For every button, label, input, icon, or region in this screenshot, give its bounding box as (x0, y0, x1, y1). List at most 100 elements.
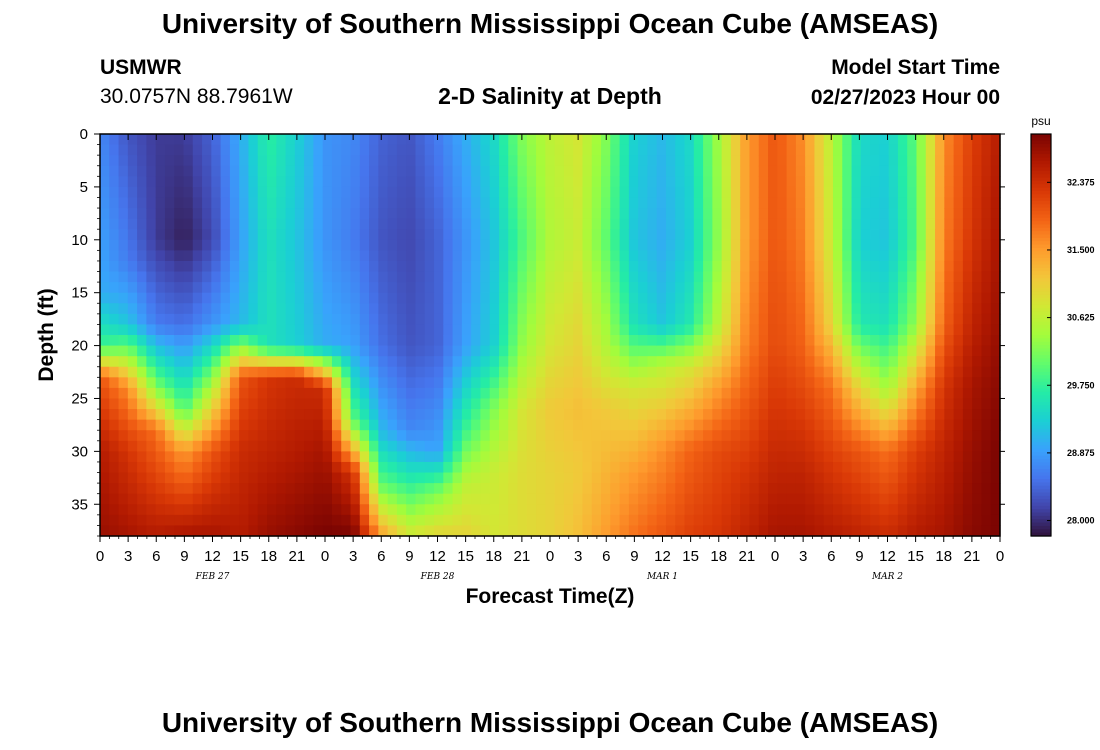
heatmap-cell (990, 356, 1001, 368)
heatmap-cell (424, 483, 435, 495)
heatmap-cell (239, 335, 250, 347)
heatmap-cell (981, 366, 992, 378)
colorbar-segment (1031, 134, 1051, 138)
heatmap-cell (842, 398, 853, 410)
colorbar-segment (1031, 448, 1051, 453)
heatmap-cell (675, 387, 686, 400)
heatmap-cell (768, 313, 778, 326)
heatmap-cell (675, 366, 686, 378)
heatmap-cell (517, 134, 528, 146)
heatmap-cell (350, 282, 361, 294)
heatmap-cell (851, 313, 862, 326)
heatmap-cell (870, 335, 880, 347)
heatmap-cell (471, 250, 482, 262)
heatmap-cell (628, 430, 639, 442)
heatmap-cell (331, 239, 342, 251)
heatmap-cell (248, 250, 259, 262)
heatmap-cell (758, 377, 769, 389)
x-tick-label: 18 (485, 548, 502, 565)
heatmap-cell (146, 483, 157, 495)
heatmap-cell (749, 208, 760, 220)
heatmap-cell (712, 366, 723, 378)
heatmap-cell (211, 419, 222, 431)
heatmap-cell (777, 260, 788, 273)
heatmap-cell (146, 155, 157, 167)
heatmap-cell (471, 165, 482, 177)
heatmap-cell (740, 504, 751, 516)
heatmap-cell (471, 461, 482, 474)
heatmap-cell (749, 504, 760, 516)
heatmap-cell (601, 335, 611, 347)
heatmap-cell (768, 282, 778, 294)
heatmap-cell (554, 218, 565, 230)
heatmap-cell (211, 260, 222, 273)
heatmap-cell (851, 345, 862, 357)
heatmap-cell (424, 461, 435, 474)
heatmap-cell (118, 409, 129, 421)
heatmap-cell (396, 461, 407, 474)
heatmap-cell (137, 165, 147, 177)
heatmap-cell (443, 134, 454, 146)
heatmap-cell (517, 514, 528, 527)
chart-title: University of Southern Mississippi Ocean… (161, 8, 939, 39)
heatmap-cell (137, 260, 147, 273)
heatmap-cell (517, 387, 528, 400)
heatmap-cell (202, 176, 212, 188)
heatmap-cell (387, 430, 398, 442)
heatmap-cell (489, 165, 500, 177)
heatmap-cell (146, 419, 157, 431)
heatmap-cell (795, 472, 806, 484)
heatmap-cell (304, 229, 314, 241)
heatmap-cell (665, 218, 676, 230)
heatmap-cell (304, 409, 314, 421)
heatmap-cell (285, 366, 296, 378)
heatmap-cell (229, 514, 240, 527)
heatmap-cell (925, 292, 936, 304)
heatmap-cell (174, 356, 185, 368)
heatmap-cell (220, 197, 231, 209)
heatmap-cell (146, 366, 157, 378)
heatmap-cell (137, 451, 147, 463)
heatmap-cell (489, 504, 500, 516)
heatmap-cell (619, 303, 630, 315)
colorbar-segment (1031, 187, 1051, 192)
heatmap-cell (127, 324, 138, 336)
heatmap-cell (601, 472, 611, 484)
heatmap-cell (109, 282, 120, 294)
heatmap-cell (229, 366, 240, 378)
heatmap-cell (693, 493, 704, 505)
heatmap-cell (832, 419, 843, 431)
heatmap-cell (100, 504, 110, 516)
heatmap-cell (267, 197, 277, 209)
heatmap-cell (406, 239, 417, 251)
heatmap-cell (935, 483, 945, 495)
heatmap-cell (341, 345, 352, 357)
heatmap-cell (601, 239, 611, 251)
heatmap-cell (981, 197, 992, 209)
heatmap-cell (638, 514, 649, 527)
heatmap-cell (341, 461, 352, 474)
heatmap-cell (795, 366, 806, 378)
heatmap-cell (109, 430, 120, 442)
heatmap-cell (508, 250, 519, 262)
heatmap-cell (267, 155, 277, 167)
heatmap-cell (155, 165, 166, 177)
heatmap-cell (257, 271, 268, 283)
heatmap-cell (489, 144, 500, 156)
heatmap-cell (369, 165, 379, 177)
heatmap-cell (202, 208, 212, 220)
heatmap-cell (146, 260, 157, 273)
heatmap-cell (990, 514, 1001, 527)
colorbar-segment (1031, 318, 1051, 323)
heatmap-cell (712, 208, 723, 220)
heatmap-cell (879, 155, 890, 167)
heatmap-cell (693, 461, 704, 474)
heatmap-cell (563, 186, 574, 199)
heatmap-cell (202, 239, 212, 251)
heatmap-cell (267, 144, 277, 156)
heatmap-cell (387, 197, 398, 209)
heatmap-cell (406, 250, 417, 262)
heatmap-cell (721, 514, 732, 527)
heatmap-cell (415, 239, 426, 251)
colorbar-segment (1031, 234, 1051, 239)
